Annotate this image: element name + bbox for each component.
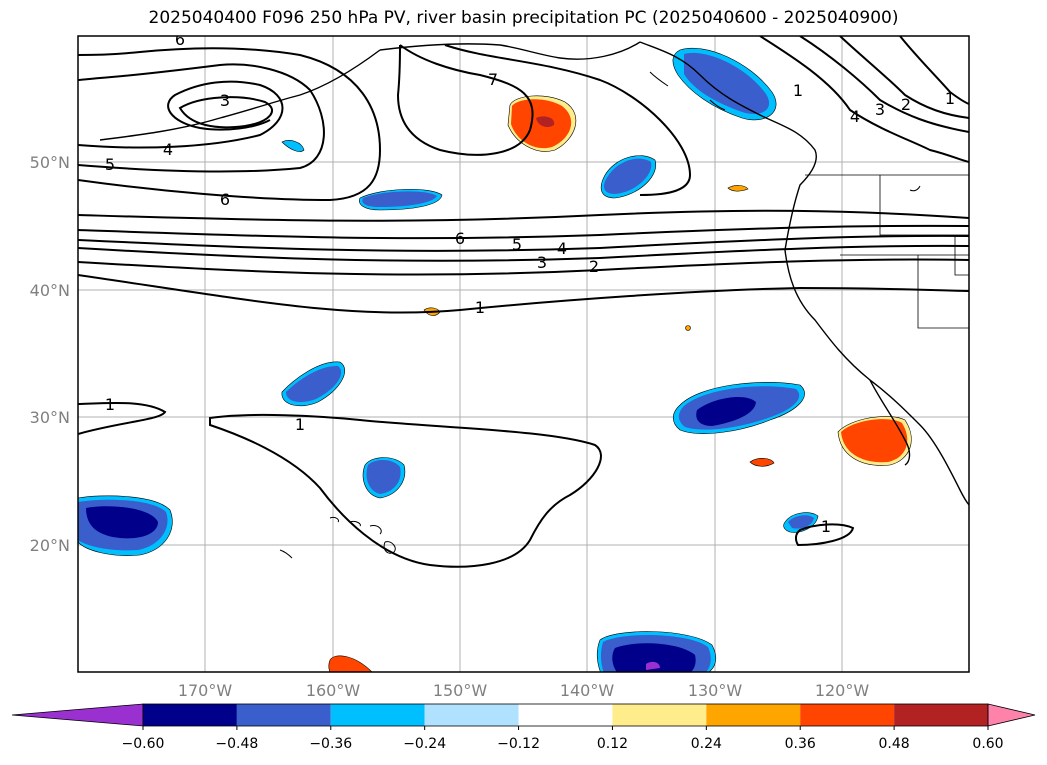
- pv-contour-1-subtropical: [209, 413, 602, 568]
- pv-label: 1: [793, 81, 803, 100]
- coastline-baja: [869, 379, 911, 466]
- pv-label: 4: [557, 239, 567, 258]
- pv-contour-labels: 6 3 4 5 6 7 6 5 4 3 2 1 1 1 1 4 3 2 1 1: [105, 30, 955, 536]
- colorbar-tick-label: −0.24: [403, 736, 446, 752]
- pv-contour-6-lower: [78, 209, 969, 222]
- longitude-labels: 170°W 160°W 150°W 140°W 130°W 120°W: [178, 681, 870, 700]
- pv-contour-3-ne: [799, 36, 969, 133]
- pv-label: 5: [512, 235, 522, 254]
- colorbar-outline: [142, 703, 989, 727]
- pv-label: 2: [589, 257, 599, 276]
- lon-label-130w: 130°W: [688, 681, 743, 700]
- precip-blob-small-orange-2: [727, 185, 749, 192]
- colorbar-tick-label: 0.60: [972, 736, 1003, 752]
- pv-contour-5-upper: [78, 63, 325, 173]
- pv-label: 1: [475, 298, 485, 317]
- pv-contour-1-ne: [899, 36, 969, 105]
- lon-label-120w: 120°W: [815, 681, 870, 700]
- colorbar-extend-max: [987, 703, 1036, 727]
- pv-label: 7: [488, 70, 498, 89]
- precip-blob-small-orange-4: [685, 325, 691, 331]
- colorbar-segment: [706, 704, 801, 726]
- pv-contour-1-lower: [78, 274, 969, 314]
- map-plot-area: 6 3 4 5 6 7 6 5 4 3 2 1 1 1 1 4 3 2 1 1: [78, 30, 969, 672]
- pv-label: 1: [105, 395, 115, 414]
- lon-label-170w: 170°W: [178, 681, 233, 700]
- pv-contours: [78, 36, 969, 568]
- pv-contour-3-upper: [178, 96, 273, 129]
- colorbar: −0.60 −0.48 −0.36 −0.24 −0.12 0.12 0.24 0.36 0.4…: [11, 703, 1036, 752]
- pv-label: 1: [821, 517, 831, 536]
- pv-contour-5-lower: [78, 224, 969, 240]
- pv-label: 5: [105, 155, 115, 174]
- figure-title: 2025040400 F096 250 hPa PV, river basin …: [148, 8, 899, 28]
- pv-contour-6-middle: [444, 44, 692, 196]
- pv-label: 1: [295, 415, 305, 434]
- pv-contour-7: [396, 44, 534, 156]
- pv-label: 2: [901, 95, 911, 114]
- pv-contour-4-lower: [78, 234, 969, 252]
- pv-label: 4: [850, 107, 860, 126]
- small-islands: [279, 71, 921, 559]
- colorbar-tick-label: −0.36: [309, 736, 352, 752]
- colorbar-tick-label: −0.60: [122, 736, 165, 752]
- pv-label: 3: [220, 91, 230, 110]
- precip-blob-small-orange-1: [749, 458, 775, 467]
- pv-label: 6: [220, 190, 230, 209]
- lat-label-40n: 40°N: [30, 281, 70, 300]
- latitude-labels: 50°N 40°N 30°N 20°N: [30, 153, 70, 555]
- colorbar-segment: [236, 704, 331, 726]
- pv-contour-2-lower: [78, 258, 969, 276]
- pv-contour-1-small: [794, 523, 855, 547]
- pv-label: 3: [875, 100, 885, 119]
- precip-blob-small-1: [281, 140, 305, 152]
- border-states: [840, 175, 969, 329]
- pv-label: 4: [163, 140, 173, 159]
- coastline-alaska-bays: [379, 41, 641, 60]
- pv-contour-2-ne: [839, 36, 969, 119]
- lat-label-20n: 20°N: [30, 536, 70, 555]
- lat-label-30n: 30°N: [30, 408, 70, 427]
- lon-label-140w: 140°W: [560, 681, 615, 700]
- pv-contour-6-upper: [78, 47, 382, 202]
- pv-contour-3-lower: [78, 244, 969, 262]
- pv-label: 6: [455, 229, 465, 248]
- hawaii-islands: [329, 517, 396, 554]
- lat-label-50n: 50°N: [30, 153, 70, 172]
- colorbar-tick-label: −0.48: [215, 736, 258, 752]
- colorbar-tick-label: 0.12: [597, 736, 628, 752]
- colorbar-segment: [330, 704, 425, 726]
- colorbar-tick-label: −0.12: [497, 736, 540, 752]
- pv-label: 1: [945, 89, 955, 108]
- precip-blob-bottom-red: [328, 655, 373, 672]
- colorbar-segment: [894, 704, 988, 726]
- colorbar-segment: [518, 704, 613, 726]
- pv-label: 6: [175, 30, 185, 49]
- pv-contour-1-west: [78, 401, 167, 435]
- colorbar-tick-label: 0.24: [691, 736, 722, 752]
- colorbar-extend-min: [11, 703, 144, 727]
- pv-contour-4-ne: [759, 36, 969, 163]
- pv-label: 3: [537, 253, 547, 272]
- colorbar-tick-label: 0.36: [785, 736, 816, 752]
- map-frame: [77, 35, 970, 673]
- coastline-aleutians: [99, 49, 381, 141]
- lon-label-160w: 160°W: [306, 681, 361, 700]
- colorbar-tick-label: 0.48: [879, 736, 910, 752]
- precip-shading: [78, 48, 912, 672]
- colorbar-segment: [612, 704, 707, 726]
- lon-label-150w: 150°W: [433, 681, 488, 700]
- pv-contour-4-upper: [78, 80, 284, 149]
- colorbar-segment: [424, 704, 519, 726]
- colorbar-segment: [143, 704, 237, 726]
- colorbar-segment: [800, 704, 895, 726]
